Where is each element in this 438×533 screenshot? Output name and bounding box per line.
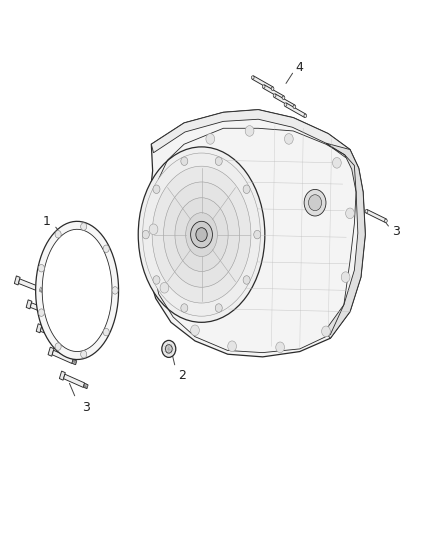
Circle shape — [308, 195, 321, 211]
Circle shape — [385, 219, 387, 222]
Circle shape — [215, 304, 222, 312]
Polygon shape — [60, 371, 65, 380]
Circle shape — [332, 158, 341, 168]
Polygon shape — [18, 279, 40, 292]
Text: 3: 3 — [82, 401, 90, 414]
Polygon shape — [252, 76, 273, 91]
Circle shape — [346, 208, 354, 219]
Circle shape — [285, 134, 293, 144]
Polygon shape — [64, 374, 85, 387]
Circle shape — [39, 264, 45, 272]
Circle shape — [293, 105, 296, 108]
Text: 3: 3 — [392, 225, 400, 238]
Polygon shape — [39, 287, 43, 293]
Circle shape — [304, 189, 326, 216]
Circle shape — [196, 228, 207, 241]
Polygon shape — [30, 303, 51, 315]
Polygon shape — [285, 103, 306, 117]
Circle shape — [215, 157, 222, 165]
Circle shape — [254, 230, 261, 239]
Circle shape — [112, 287, 118, 294]
Circle shape — [103, 328, 109, 336]
Ellipse shape — [143, 153, 261, 316]
Circle shape — [191, 221, 212, 248]
Circle shape — [243, 276, 250, 284]
Ellipse shape — [138, 147, 265, 322]
Circle shape — [271, 87, 274, 91]
Text: 1: 1 — [42, 215, 50, 228]
Polygon shape — [26, 300, 32, 309]
Circle shape — [142, 230, 149, 239]
Polygon shape — [274, 94, 295, 109]
Polygon shape — [83, 383, 88, 389]
Circle shape — [81, 223, 87, 230]
Circle shape — [55, 231, 61, 238]
Polygon shape — [72, 359, 77, 365]
Circle shape — [103, 245, 109, 253]
Circle shape — [191, 325, 199, 336]
Circle shape — [162, 341, 176, 358]
Ellipse shape — [175, 198, 228, 271]
Circle shape — [341, 272, 350, 282]
Text: 4: 4 — [296, 61, 304, 74]
Circle shape — [365, 209, 368, 213]
Polygon shape — [48, 347, 54, 356]
Polygon shape — [325, 143, 365, 338]
Circle shape — [149, 224, 158, 235]
Circle shape — [273, 94, 276, 97]
Ellipse shape — [152, 166, 251, 303]
Polygon shape — [50, 311, 55, 317]
Circle shape — [321, 326, 330, 337]
Polygon shape — [366, 209, 386, 222]
Circle shape — [165, 345, 172, 353]
Circle shape — [181, 304, 188, 312]
Circle shape — [160, 282, 169, 293]
Circle shape — [282, 96, 285, 100]
Circle shape — [245, 126, 254, 136]
Circle shape — [153, 185, 160, 193]
Circle shape — [243, 185, 250, 193]
Circle shape — [153, 276, 160, 284]
Circle shape — [55, 343, 61, 350]
Polygon shape — [151, 110, 350, 158]
Circle shape — [284, 103, 287, 106]
Text: 2: 2 — [178, 369, 186, 382]
Circle shape — [251, 76, 254, 79]
Circle shape — [81, 351, 87, 358]
Circle shape — [304, 114, 307, 117]
Circle shape — [262, 85, 265, 88]
Polygon shape — [14, 276, 20, 285]
Circle shape — [39, 309, 45, 316]
Polygon shape — [146, 110, 365, 357]
Circle shape — [206, 134, 215, 144]
Polygon shape — [52, 350, 73, 364]
Circle shape — [181, 157, 188, 165]
Polygon shape — [263, 85, 284, 100]
Circle shape — [276, 342, 285, 353]
Polygon shape — [60, 335, 65, 340]
Polygon shape — [40, 327, 61, 339]
Ellipse shape — [186, 213, 217, 256]
Polygon shape — [36, 324, 42, 333]
Ellipse shape — [163, 182, 240, 287]
Polygon shape — [35, 221, 119, 360]
Polygon shape — [42, 229, 112, 352]
Circle shape — [228, 341, 237, 352]
